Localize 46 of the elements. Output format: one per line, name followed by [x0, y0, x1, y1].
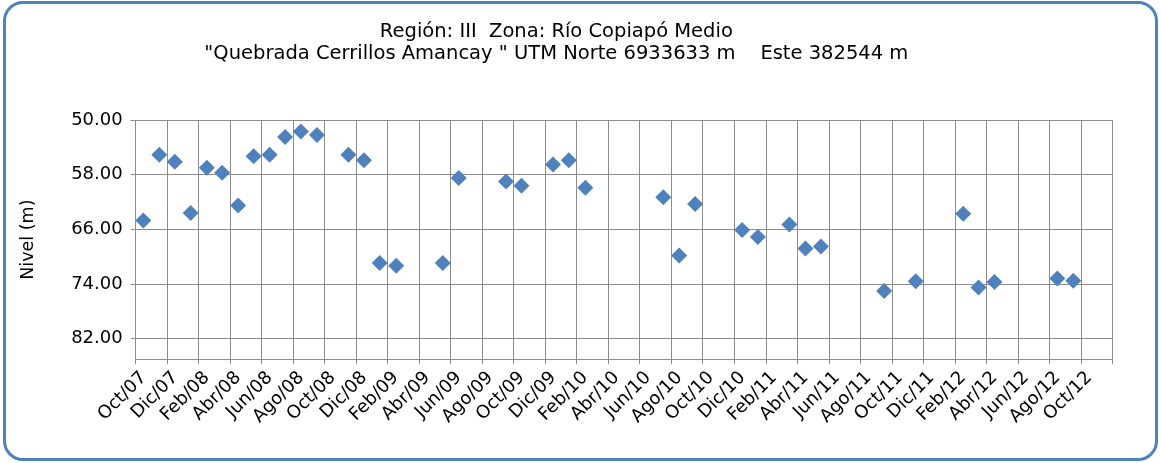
- point: [781, 216, 798, 233]
- point: [198, 159, 215, 176]
- point: [970, 279, 987, 296]
- chart-subtitle: "Quebrada Cerrillos Amancay " UTM Norte 6933633 m Este 382544 m: [204, 41, 909, 65]
- point: [230, 197, 247, 214]
- y-tick-label: 82.00: [71, 326, 123, 348]
- point: [577, 179, 594, 196]
- point: [955, 205, 972, 222]
- point: [308, 127, 325, 144]
- point: [498, 173, 515, 190]
- chart-title: Región: III Zona: Río Copiapó Medio: [379, 18, 733, 42]
- point: [876, 282, 893, 299]
- y-axis-title: Nivel (m): [16, 199, 37, 280]
- point: [277, 129, 294, 146]
- point: [166, 153, 183, 170]
- point: [292, 123, 309, 140]
- y-tick-label: 50.00: [71, 107, 123, 129]
- point: [1049, 270, 1066, 287]
- y-tick-label: 74.00: [71, 271, 123, 293]
- point: [812, 238, 829, 255]
- point: [182, 204, 199, 221]
- point: [749, 228, 766, 245]
- point: [545, 156, 562, 173]
- point: [687, 196, 704, 213]
- point: [340, 146, 357, 163]
- point: [450, 170, 467, 187]
- point: [151, 146, 168, 163]
- point: [135, 212, 152, 229]
- point: [655, 189, 672, 206]
- point: [371, 254, 388, 271]
- point: [907, 273, 924, 290]
- point: [245, 148, 262, 165]
- point: [434, 254, 451, 271]
- point: [734, 222, 751, 239]
- point: [671, 247, 688, 264]
- point: [560, 152, 577, 169]
- point: [388, 257, 405, 274]
- point: [261, 146, 278, 163]
- point: [355, 152, 372, 169]
- y-tick-label: 66.00: [71, 217, 123, 239]
- y-tick-label: 58.00: [71, 162, 123, 184]
- point: [986, 274, 1003, 291]
- point: [1065, 272, 1082, 289]
- point: [797, 240, 814, 257]
- point: [214, 164, 231, 181]
- point: [513, 177, 530, 194]
